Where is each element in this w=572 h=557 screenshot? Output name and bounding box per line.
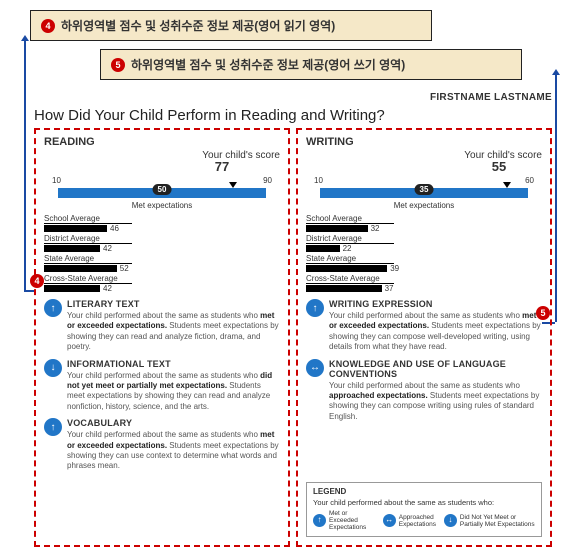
- panel-reading: 4 READING Your child's score 77 10 90 50…: [34, 128, 290, 547]
- reading-avg-bar-row: 52: [44, 264, 280, 273]
- writing-avg-val: 22: [343, 244, 352, 253]
- panel-badge-5-icon: 5: [536, 306, 550, 320]
- callout-reading: 4 하위영역별 점수 및 성취수준 정보 제공(영어 읽기 영역): [30, 10, 432, 41]
- writing-met: Met expectations: [306, 201, 542, 210]
- writing-avg-bar-row: 22: [306, 244, 542, 253]
- panel-badge-4-icon: 4: [30, 274, 44, 288]
- badge-4-icon: 4: [41, 19, 55, 33]
- writing-avg-row: Cross-State Average37: [306, 274, 542, 293]
- reading-sub-text: Your child performed about the same as s…: [67, 430, 280, 472]
- reading-sub-icon: ↓: [44, 359, 62, 377]
- reading-bar: 50: [58, 188, 266, 198]
- writing-sub-text: Your child performed about the same as s…: [329, 311, 542, 353]
- writing-sub-section: ↔ KNOWLEDGE AND USE OF LANGUAGE CONVENTIO…: [306, 359, 542, 423]
- writing-avg-bar: [306, 285, 382, 292]
- reading-sub-icon: ↑: [44, 418, 62, 436]
- reading-mid: 50: [153, 184, 172, 195]
- panel-writing: 5 WRITING Your child's score 55 10 60 35…: [296, 128, 552, 547]
- reading-sub-text: Your child performed about the same as s…: [67, 371, 280, 413]
- reading-avg-bar: [44, 265, 117, 272]
- reading-avg-bar-row: 42: [44, 244, 280, 253]
- reading-avg-val: 52: [120, 264, 129, 273]
- reading-avg-val: 42: [103, 284, 112, 293]
- writing-score: 55: [306, 159, 542, 174]
- writing-title: WRITING: [306, 136, 542, 148]
- writing-sub-text: Your child performed about the same as s…: [329, 381, 542, 423]
- callout-writing-text: 하위영역별 점수 및 성취수준 정보 제공(영어 쓰기 영역): [131, 56, 405, 73]
- reading-avg-label: Cross-State Average: [44, 274, 132, 284]
- reading-sub-section: ↓ INFORMATIONAL TEXT Your child performed …: [44, 359, 280, 413]
- legend-icon: ↓: [444, 514, 457, 527]
- writing-avg-label: District Average: [306, 234, 394, 244]
- legend-box: LEGEND Your child performed about the sa…: [306, 482, 542, 536]
- callout-writing: 5 하위영역별 점수 및 성취수준 정보 제공(영어 쓰기 영역): [100, 49, 522, 80]
- legend-item-text: Did Not Yet Meet or Partially Met Expect…: [460, 514, 535, 528]
- writing-sub-title: KNOWLEDGE AND USE OF LANGUAGE CONVENTION…: [329, 359, 542, 379]
- reading-sub-section: ↑ VOCABULARY Your child performed about th…: [44, 418, 280, 472]
- badge-5-icon: 5: [111, 58, 125, 72]
- legend-item-text: Met or Exceeded Expectations: [329, 510, 377, 531]
- writing-avg-bar: [306, 225, 368, 232]
- writing-avg-bar: [306, 265, 387, 272]
- main-title: How Did Your Child Perform in Reading an…: [34, 107, 562, 124]
- reading-sub-title: LITERARY TEXT: [67, 299, 280, 309]
- reading-avg-label: District Average: [44, 234, 132, 244]
- writing-avg-bar: [306, 245, 340, 252]
- reading-avg-label: State Average: [44, 254, 132, 264]
- writing-avg-bar-row: 39: [306, 264, 542, 273]
- writing-avg-label: Cross-State Average: [306, 274, 394, 284]
- reading-avg-row: School Average46: [44, 214, 280, 233]
- writing-avg-row: School Average32: [306, 214, 542, 233]
- writing-avg-val: 32: [371, 224, 380, 233]
- reading-avg-val: 46: [110, 224, 119, 233]
- reading-avg-bar: [44, 225, 107, 232]
- reading-sub-icon: ↑: [44, 299, 62, 317]
- reading-avg-bar-row: 42: [44, 284, 280, 293]
- writing-sub-section: ↑ WRITING EXPRESSION Your child performed …: [306, 299, 542, 353]
- writing-mid: 35: [415, 184, 434, 195]
- student-name: FIRSTNAME LASTNAME: [10, 92, 552, 103]
- reading-met: Met expectations: [44, 201, 280, 210]
- writing-avg-val: 39: [390, 264, 399, 273]
- writing-avg-label: School Average: [306, 214, 394, 224]
- reading-avg-row: Cross-State Average42: [44, 274, 280, 293]
- writing-avg-label: State Average: [306, 254, 394, 264]
- legend-item: ↔Approached Expectations: [383, 510, 438, 531]
- reading-sub-title: VOCABULARY: [67, 418, 280, 428]
- reading-avg-bar: [44, 245, 100, 252]
- legend-item: ↓Did Not Yet Meet or Partially Met Expec…: [444, 510, 535, 531]
- callout-reading-text: 하위영역별 점수 및 성취수준 정보 제공(영어 읽기 영역): [61, 17, 335, 34]
- legend-icon: ↑: [313, 514, 326, 527]
- connector-arrow-left: [24, 40, 26, 290]
- reading-avg-label: School Average: [44, 214, 132, 224]
- reading-title: READING: [44, 136, 280, 148]
- writing-avg-val: 37: [385, 284, 394, 293]
- writing-avg-row: State Average39: [306, 254, 542, 273]
- reading-avg-bar: [44, 285, 100, 292]
- writing-avg-bar-row: 32: [306, 224, 542, 233]
- legend-icon: ↔: [383, 514, 396, 527]
- reading-avg-row: State Average52: [44, 254, 280, 273]
- legend-item: ↑Met or Exceeded Expectations: [313, 510, 377, 531]
- reading-avg-val: 42: [103, 244, 112, 253]
- writing-avg-bar-row: 37: [306, 284, 542, 293]
- reading-score: 77: [44, 159, 280, 174]
- panels-row: 4 READING Your child's score 77 10 90 50…: [34, 128, 562, 547]
- writing-sub-title: WRITING EXPRESSION: [329, 299, 542, 309]
- writing-sub-icon: ↔: [306, 359, 324, 377]
- reading-avg-bar-row: 46: [44, 224, 280, 233]
- writing-avg-row: District Average22: [306, 234, 542, 253]
- legend-title: LEGEND: [313, 487, 535, 496]
- legend-intro: Your child performed about the same as s…: [313, 498, 535, 507]
- reading-avg-row: District Average42: [44, 234, 280, 253]
- reading-sub-title: INFORMATIONAL TEXT: [67, 359, 280, 369]
- writing-sub-icon: ↑: [306, 299, 324, 317]
- legend-item-text: Approached Expectations: [399, 514, 438, 528]
- reading-sub-section: ↑ LITERARY TEXT Your child performed about…: [44, 299, 280, 353]
- reading-sub-text: Your child performed about the same as s…: [67, 311, 280, 353]
- writing-bar: 35: [320, 188, 528, 198]
